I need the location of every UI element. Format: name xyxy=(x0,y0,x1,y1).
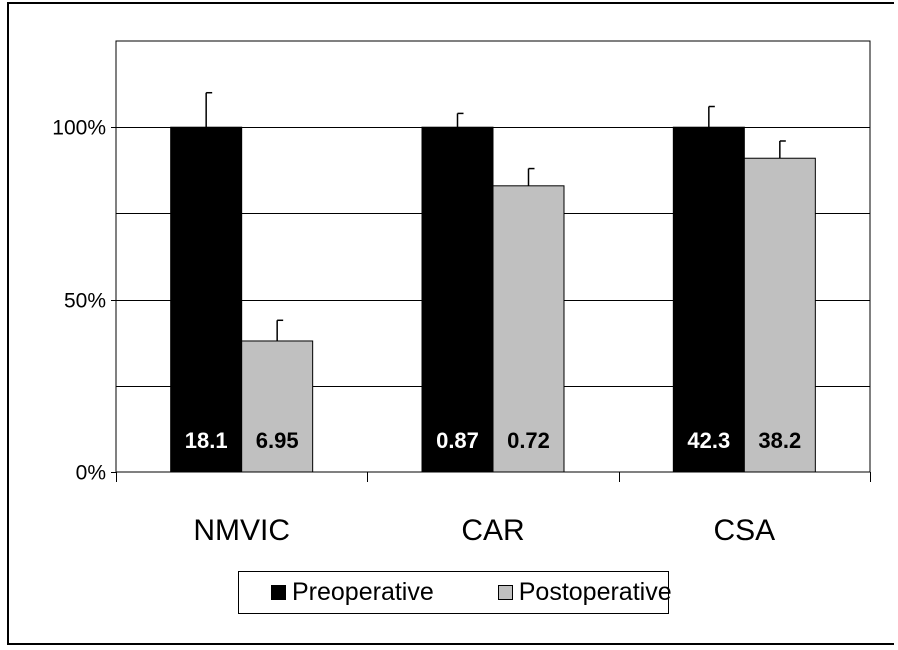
legend-label-postoperative: Postoperative xyxy=(518,578,672,606)
legend-item-postoperative: Postoperative xyxy=(497,578,672,606)
legend-swatch-postoperative xyxy=(497,585,513,600)
data-label: 0.72 xyxy=(507,428,550,453)
data-label: 38.2 xyxy=(758,428,801,453)
data-label: 0.87 xyxy=(436,428,479,453)
y-tick-label: 50% xyxy=(64,290,106,313)
category-label: CAR xyxy=(461,514,524,547)
figure-frame xyxy=(7,2,894,645)
category-label: NMVIC xyxy=(193,514,290,547)
data-label: 42.3 xyxy=(687,428,730,453)
bar-postoperative-nmvic xyxy=(241,340,314,473)
bar-preoperative-csa xyxy=(672,126,745,473)
data-label: 6.95 xyxy=(256,428,299,453)
data-label: 18.1 xyxy=(185,428,228,453)
bar-postoperative-csa xyxy=(743,157,816,473)
category-label: CSA xyxy=(713,514,775,547)
y-tick-label: 0% xyxy=(76,462,106,485)
legend-label-preoperative: Preoperative xyxy=(292,578,434,606)
legend-item-preoperative: Preoperative xyxy=(271,580,434,605)
bar-preoperative-nmvic xyxy=(170,126,243,473)
bar-postoperative-car xyxy=(492,185,565,473)
legend-swatch-preoperative xyxy=(271,585,286,600)
y-tick-label: 100% xyxy=(52,117,106,140)
legend: Preoperative Postoperative xyxy=(238,571,672,614)
bar-preoperative-car xyxy=(421,126,494,473)
